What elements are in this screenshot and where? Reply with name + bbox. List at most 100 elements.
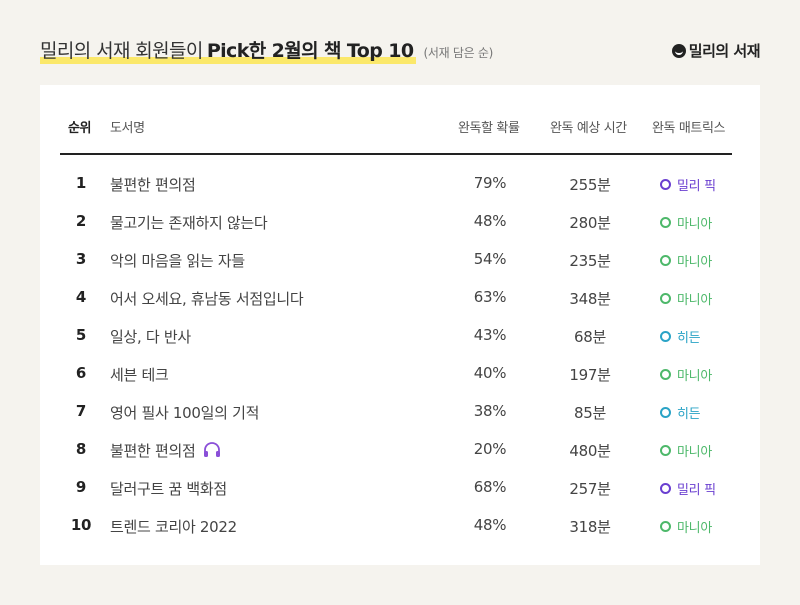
estimated-time: 257분	[569, 480, 611, 498]
book-title-text: 불편한 편의점	[110, 442, 196, 460]
estimated-time: 68분	[574, 328, 606, 346]
badge-dot-icon	[660, 483, 671, 494]
badge-label: 마니아	[677, 293, 712, 308]
matrix-badge: 히든	[660, 403, 701, 422]
estimated-time: 318분	[569, 518, 611, 536]
matrix-badge: 마니아	[660, 517, 712, 536]
badge-dot-icon	[660, 255, 671, 266]
column-header-rate: 완독할 확률	[458, 121, 520, 136]
completion-rate: 48%	[473, 516, 507, 534]
title-bold: Pick한 2월의 책 Top 10	[206, 40, 414, 62]
matrix-badge: 히든	[660, 327, 701, 346]
page-title: 밀리의 서재 회원들이 Pick한 2월의 책 Top 10 (서재 담은 순)	[40, 36, 493, 63]
rank-number: 5	[75, 326, 87, 344]
table-row[interactable]: 5 일상, 다 반사 43% 68분 히든	[60, 317, 732, 355]
book-title-text: 악의 마음을 읽는 자들	[110, 252, 245, 270]
title-normal: 밀리의 서재 회원들이	[40, 40, 203, 62]
table-row[interactable]: 6 세븐 테크 40% 197분 마니아	[60, 355, 732, 393]
table-row[interactable]: 10 트렌드 코리아 2022 48% 318분 마니아	[60, 507, 732, 545]
headphone-icon	[203, 441, 221, 462]
book-title: 불편한 편의점	[110, 174, 196, 195]
badge-dot-icon	[660, 217, 671, 228]
estimated-time: 255분	[569, 176, 611, 194]
matrix-badge: 밀리 픽	[660, 479, 716, 498]
completion-rate: 20%	[473, 440, 507, 458]
table-row[interactable]: 3 악의 마음을 읽는 자들 54% 235분 마니아	[60, 241, 732, 279]
estimated-time: 197분	[569, 366, 611, 384]
badge-label: 히든	[677, 331, 701, 346]
book-title-text: 세븐 테크	[110, 366, 169, 384]
book-title: 어서 오세요, 휴남동 서점입니다	[110, 288, 304, 309]
book-title: 물고기는 존재하지 않는다	[110, 212, 268, 233]
badge-dot-icon	[660, 293, 671, 304]
millie-logo-icon	[671, 43, 686, 58]
book-title: 달러구트 꿈 백화점	[110, 478, 227, 499]
rank-number: 6	[75, 364, 87, 382]
completion-rate: 38%	[473, 402, 507, 420]
table-row[interactable]: 1 불편한 편의점 79% 255분 밀리 픽	[60, 165, 732, 203]
book-title-text: 불편한 편의점	[110, 176, 196, 194]
matrix-badge: 마니아	[660, 289, 712, 308]
matrix-badge: 마니아	[660, 365, 712, 384]
matrix-badge: 밀리 픽	[660, 175, 716, 194]
logo-text: 밀리의 서재	[688, 42, 761, 60]
rank-number: 7	[75, 402, 87, 420]
column-header-rank: 순위	[68, 121, 92, 136]
rank-number: 9	[75, 478, 87, 496]
badge-dot-icon	[660, 445, 671, 456]
book-title: 불편한 편의점	[110, 440, 221, 462]
page-header: 밀리의 서재 회원들이 Pick한 2월의 책 Top 10 (서재 담은 순)…	[40, 36, 761, 66]
estimated-time: 235분	[569, 252, 611, 270]
matrix-badge: 마니아	[660, 441, 712, 460]
book-title-text: 어서 오세요, 휴남동 서점입니다	[110, 290, 304, 308]
completion-rate: 43%	[473, 326, 507, 344]
title-subtitle: (서재 담은 순)	[423, 46, 493, 60]
column-header-matrix: 완독 매트릭스	[652, 121, 726, 136]
rank-number: 1	[75, 174, 87, 192]
matrix-badge: 마니아	[660, 251, 712, 270]
table-row[interactable]: 9 달러구트 꿈 백화점 68% 257분 밀리 픽	[60, 469, 732, 507]
ranking-table: 순위 도서명 완독할 확률 완독 예상 시간 완독 매트릭스 1 불편한 편의점 7…	[40, 85, 760, 565]
table-row[interactable]: 8 불편한 편의점 20% 480분 마니아	[60, 431, 732, 469]
book-title: 영어 필사 100일의 기적	[110, 402, 259, 423]
table-row[interactable]: 7 영어 필사 100일의 기적 38% 85분 히든	[60, 393, 732, 431]
book-title-text: 트렌드 코리아 2022	[110, 518, 237, 536]
table-row[interactable]: 2 물고기는 존재하지 않는다 48% 280분 마니아	[60, 203, 732, 241]
completion-rate: 79%	[473, 174, 507, 192]
book-title: 세븐 테크	[110, 364, 169, 385]
badge-label: 마니아	[677, 217, 712, 232]
completion-rate: 63%	[473, 288, 507, 306]
badge-dot-icon	[660, 369, 671, 380]
rank-number: 8	[75, 440, 87, 458]
badge-dot-icon	[660, 407, 671, 418]
completion-rate: 48%	[473, 212, 507, 230]
book-title: 일상, 다 반사	[110, 326, 191, 347]
rank-number: 4	[75, 288, 87, 306]
book-title: 트렌드 코리아 2022	[110, 516, 237, 537]
table-header: 순위 도서명 완독할 확률 완독 예상 시간 완독 매트릭스	[60, 107, 732, 155]
badge-label: 마니아	[677, 521, 712, 536]
book-title-text: 물고기는 존재하지 않는다	[110, 214, 268, 232]
table-row[interactable]: 4 어서 오세요, 휴남동 서점입니다 63% 348분 마니아	[60, 279, 732, 317]
completion-rate: 54%	[473, 250, 507, 268]
estimated-time: 480분	[569, 442, 611, 460]
completion-rate: 68%	[473, 478, 507, 496]
badge-dot-icon	[660, 331, 671, 342]
column-header-title: 도서명	[110, 121, 145, 136]
estimated-time: 280분	[569, 214, 611, 232]
book-title-text: 일상, 다 반사	[110, 328, 191, 346]
rank-number: 2	[75, 212, 87, 230]
badge-label: 히든	[677, 407, 701, 422]
book-title-text: 영어 필사 100일의 기적	[110, 404, 260, 422]
badge-label: 밀리 픽	[677, 179, 716, 194]
completion-rate: 40%	[473, 364, 507, 382]
badge-label: 밀리 픽	[677, 483, 716, 498]
badge-label: 마니아	[677, 369, 712, 384]
badge-dot-icon	[660, 179, 671, 190]
matrix-badge: 마니아	[660, 213, 712, 232]
rank-number: 10	[70, 516, 92, 534]
millie-logo: 밀리의 서재	[671, 40, 761, 61]
badge-label: 마니아	[677, 255, 712, 270]
estimated-time: 348분	[569, 290, 611, 308]
badge-dot-icon	[660, 521, 671, 532]
